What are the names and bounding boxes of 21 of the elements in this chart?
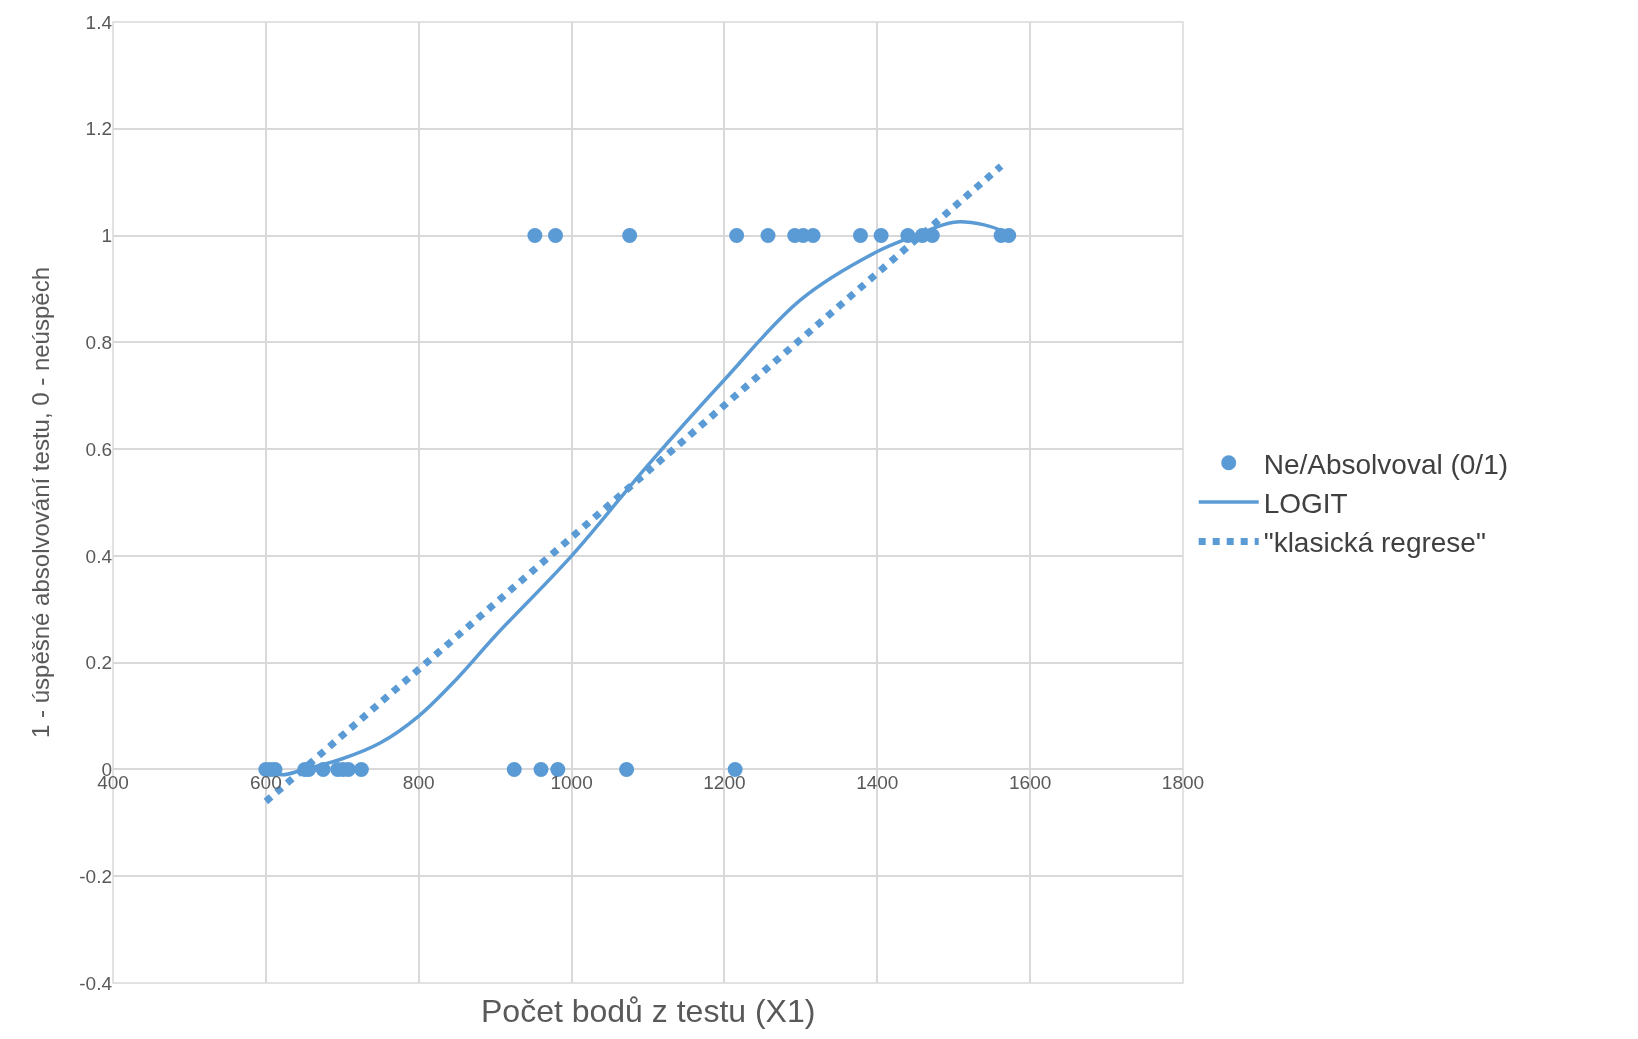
x-axis-title: Počet bodů z testu (X1) xyxy=(481,993,816,1029)
y-tick-label: 0.6 xyxy=(85,438,112,460)
y-tick-label: 1.4 xyxy=(85,11,113,33)
x-tick-label: 1400 xyxy=(856,772,899,794)
y-tick-label: 0.4 xyxy=(85,545,113,567)
x-tick-label: 1600 xyxy=(1009,772,1052,794)
x-tick-label: 1200 xyxy=(703,772,746,794)
legend-label: Ne/Absolvoval (0/1) xyxy=(1263,448,1509,480)
x-tick-label: 1800 xyxy=(1161,772,1205,794)
legend-label: LOGIT xyxy=(1263,488,1348,520)
y-tick-label: -0.4 xyxy=(79,972,113,994)
x-tick-label: 1000 xyxy=(550,772,593,794)
x-tick-label: 800 xyxy=(402,772,435,794)
y-tick-label: 0.2 xyxy=(85,652,112,674)
x-tick-label: 600 xyxy=(250,772,282,794)
y-tick-label: 1.2 xyxy=(85,118,112,140)
y-tick-label: 0.8 xyxy=(85,331,112,353)
y-axis-title: 1 - úspěšné absolvování testu, 0 - neúspěch xyxy=(27,267,55,738)
y-tick-label: 1 xyxy=(101,225,112,247)
y-tick-label: -0.2 xyxy=(79,865,112,887)
legend-label: "klasická regrese" xyxy=(1263,527,1486,559)
